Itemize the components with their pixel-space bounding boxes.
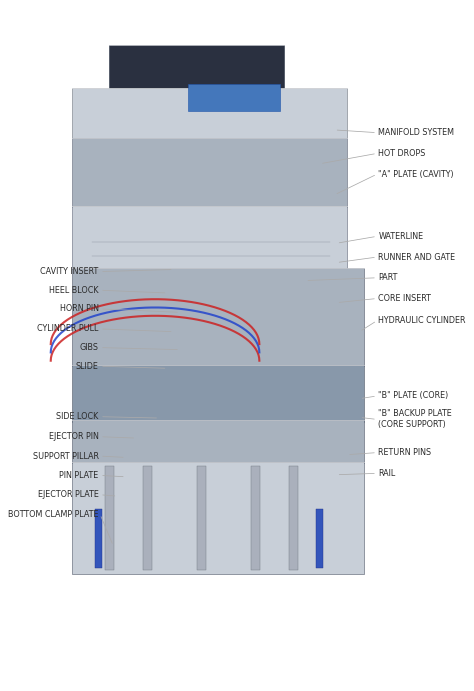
Bar	[72, 462, 364, 574]
Text: SUPPORT PILLAR: SUPPORT PILLAR	[33, 451, 99, 461]
Text: EJECTOR PLATE: EJECTOR PLATE	[38, 490, 99, 500]
Bar	[189, 84, 280, 111]
Bar	[289, 466, 298, 570]
Text: SLIDE: SLIDE	[76, 361, 99, 371]
Text: RAIL: RAIL	[378, 468, 395, 478]
Text: CORE INSERT: CORE INSERT	[378, 294, 431, 303]
Text: HEEL BLOCK: HEEL BLOCK	[49, 285, 99, 295]
Bar	[143, 466, 152, 570]
Text: HOT DROPS: HOT DROPS	[378, 149, 426, 158]
Text: CAVITY INSERT: CAVITY INSERT	[40, 267, 99, 276]
Text: EJECTOR PIN: EJECTOR PIN	[49, 432, 99, 442]
Text: "A" PLATE (CAVITY): "A" PLATE (CAVITY)	[378, 169, 454, 179]
Text: PIN PLATE: PIN PLATE	[59, 471, 99, 480]
Text: RETURN PINS: RETURN PINS	[378, 448, 431, 457]
Bar	[109, 45, 284, 90]
Bar	[251, 466, 260, 570]
Text: CYLINDER PULL: CYLINDER PULL	[37, 324, 99, 334]
Text: WATERLINE: WATERLINE	[378, 231, 423, 241]
Bar	[72, 88, 347, 138]
Bar	[316, 509, 323, 568]
Text: HYDRAULIC CYLINDER: HYDRAULIC CYLINDER	[378, 316, 466, 325]
Text: "B" BACKUP PLATE
(CORE SUPPORT): "B" BACKUP PLATE (CORE SUPPORT)	[378, 409, 452, 430]
Bar	[105, 466, 114, 570]
Text: GIBS: GIBS	[80, 343, 99, 352]
Bar	[72, 420, 364, 463]
Text: "B" PLATE (CORE): "B" PLATE (CORE)	[378, 391, 448, 401]
Text: BOTTOM CLAMP PLATE: BOTTOM CLAMP PLATE	[8, 509, 99, 519]
Text: PART: PART	[378, 273, 398, 283]
Bar	[72, 206, 347, 269]
Bar	[197, 466, 206, 570]
Text: RUNNER AND GATE: RUNNER AND GATE	[378, 252, 456, 262]
Bar	[72, 138, 347, 207]
Bar	[72, 268, 364, 366]
Bar	[94, 509, 102, 568]
Text: SIDE LOCK: SIDE LOCK	[56, 412, 99, 422]
Text: MANIFOLD SYSTEM: MANIFOLD SYSTEM	[378, 128, 454, 138]
Text: HORN PIN: HORN PIN	[60, 304, 99, 314]
Bar	[72, 365, 364, 422]
